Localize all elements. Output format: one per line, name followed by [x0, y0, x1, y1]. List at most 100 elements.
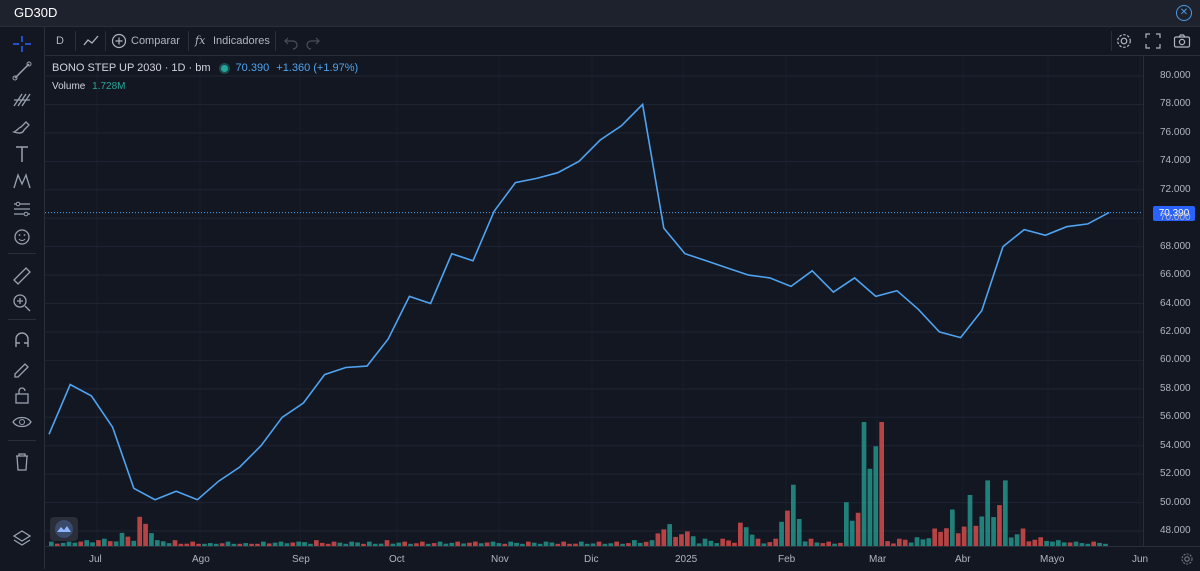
- compare-plus-icon[interactable]: [111, 32, 127, 50]
- volume-bar: [779, 522, 784, 546]
- time-tick-label: Jul: [89, 554, 102, 565]
- volume-bar: [126, 537, 131, 546]
- lock-icon[interactable]: [10, 384, 34, 406]
- volume-value: 1.728M: [92, 81, 125, 92]
- tradingview-logo-icon[interactable]: [50, 517, 78, 541]
- price-tick-label: 52.000: [1160, 468, 1191, 479]
- volume-bar: [974, 526, 979, 546]
- price-tick-label: 56.000: [1160, 411, 1191, 422]
- eye-icon[interactable]: [10, 411, 34, 433]
- volume-bar: [744, 527, 749, 546]
- volume-bar: [879, 422, 884, 546]
- magnet-icon[interactable]: [10, 329, 34, 351]
- price-tick-label: 58.000: [1160, 383, 1191, 394]
- volume-bar: [997, 505, 1002, 546]
- toolbar-divider: [275, 31, 276, 51]
- volume-bar: [873, 446, 878, 546]
- window-title: GD30D: [14, 5, 57, 20]
- price-tick-label: 78.000: [1160, 98, 1191, 109]
- volume-bar: [137, 517, 142, 546]
- time-axis[interactable]: [45, 546, 1200, 570]
- volume-bar: [756, 539, 761, 546]
- volume-bar: [1009, 537, 1014, 546]
- time-tick-label: Mar: [869, 554, 886, 565]
- crosshair-icon[interactable]: [10, 33, 34, 55]
- volume-bar: [968, 495, 973, 546]
- indicators-button[interactable]: Indicadores: [213, 32, 270, 50]
- volume-bar: [120, 533, 125, 546]
- toolbar-divider: [8, 319, 36, 320]
- price-tick-label: 62.000: [1160, 326, 1191, 337]
- volume-bar: [703, 539, 708, 546]
- price-tick-label: 74.000: [1160, 155, 1191, 166]
- smiley-icon[interactable]: [10, 226, 34, 248]
- pattern-icon[interactable]: [10, 170, 34, 192]
- price-tick-label: 66.000: [1160, 269, 1191, 280]
- volume-bar: [738, 523, 743, 546]
- time-tick-label: Sep: [292, 554, 310, 565]
- price-tick-label: 72.000: [1160, 184, 1191, 195]
- volume-bar: [862, 422, 867, 546]
- chart-legend: BONO STEP UP 2030 · 1D · bm70.390 +1.360…: [52, 62, 358, 74]
- trash-icon[interactable]: [10, 450, 34, 472]
- volume-bar: [656, 533, 661, 546]
- volume-bar: [985, 480, 990, 546]
- volume-bar: [685, 531, 690, 546]
- volume-bar: [720, 539, 725, 546]
- price-tick-label: 64.000: [1160, 298, 1191, 309]
- time-tick-label: 2025: [675, 554, 697, 565]
- text-tool-icon[interactable]: [10, 143, 34, 165]
- volume-bar: [102, 539, 107, 546]
- price-chart[interactable]: [45, 56, 1143, 546]
- settings-gear-icon[interactable]: [1115, 32, 1133, 50]
- volume-bar: [1003, 480, 1008, 546]
- toolbar-divider: [105, 31, 106, 51]
- pitchfork-icon[interactable]: [10, 88, 34, 110]
- chart-toolbar: D Comparar fx Indicadores: [45, 27, 1200, 56]
- price-tick-label: 70.000: [1160, 212, 1191, 223]
- time-tick-label: Ago: [192, 554, 210, 565]
- volume-bar: [673, 537, 678, 546]
- time-tick-label: Jun: [1132, 554, 1148, 565]
- volume-bar: [991, 517, 996, 546]
- undo-icon[interactable]: [284, 32, 298, 50]
- close-icon[interactable]: ✕: [1176, 5, 1192, 21]
- indicators-fx-icon[interactable]: fx: [195, 32, 205, 50]
- volume-bar: [1015, 534, 1020, 546]
- volume-bar: [868, 469, 873, 546]
- volume-bar: [691, 536, 696, 546]
- volume-bar: [1038, 537, 1043, 546]
- fullscreen-icon[interactable]: [1144, 32, 1162, 50]
- volume-bar: [956, 533, 961, 546]
- volume-bar: [1021, 528, 1026, 546]
- zoom-in-icon[interactable]: [10, 291, 34, 313]
- compare-button[interactable]: Comparar: [131, 32, 180, 50]
- time-tick-label: Mayo: [1040, 554, 1064, 565]
- volume-bar: [950, 510, 955, 546]
- volume-bar: [679, 534, 684, 546]
- redo-icon[interactable]: [306, 32, 320, 50]
- volume-bar: [915, 537, 920, 546]
- prediction-icon[interactable]: [10, 198, 34, 220]
- volume-bar: [797, 519, 802, 546]
- layers-icon[interactable]: [10, 527, 34, 549]
- brush-icon[interactable]: [10, 115, 34, 137]
- volume-bar: [856, 513, 861, 546]
- price-tick-label: 80.000: [1160, 70, 1191, 81]
- volume-bar: [921, 539, 926, 546]
- price-tick-label: 60.000: [1160, 354, 1191, 365]
- lock-pencil-icon[interactable]: [10, 357, 34, 379]
- ruler-icon[interactable]: [10, 264, 34, 286]
- axis-settings-icon[interactable]: [1180, 552, 1194, 566]
- toolbar-divider: [188, 31, 189, 51]
- camera-icon[interactable]: [1173, 32, 1191, 50]
- time-tick-label: Feb: [778, 554, 795, 565]
- volume-bar: [850, 521, 855, 546]
- interval-button[interactable]: D: [56, 32, 64, 50]
- symbol-label: BONO STEP UP 2030 · 1D · bm: [52, 62, 211, 74]
- trend-line-icon[interactable]: [10, 60, 34, 82]
- volume-bar: [944, 528, 949, 546]
- volume-bar: [143, 524, 148, 546]
- volume-bar: [962, 527, 967, 546]
- chart-type-icon[interactable]: [82, 32, 100, 50]
